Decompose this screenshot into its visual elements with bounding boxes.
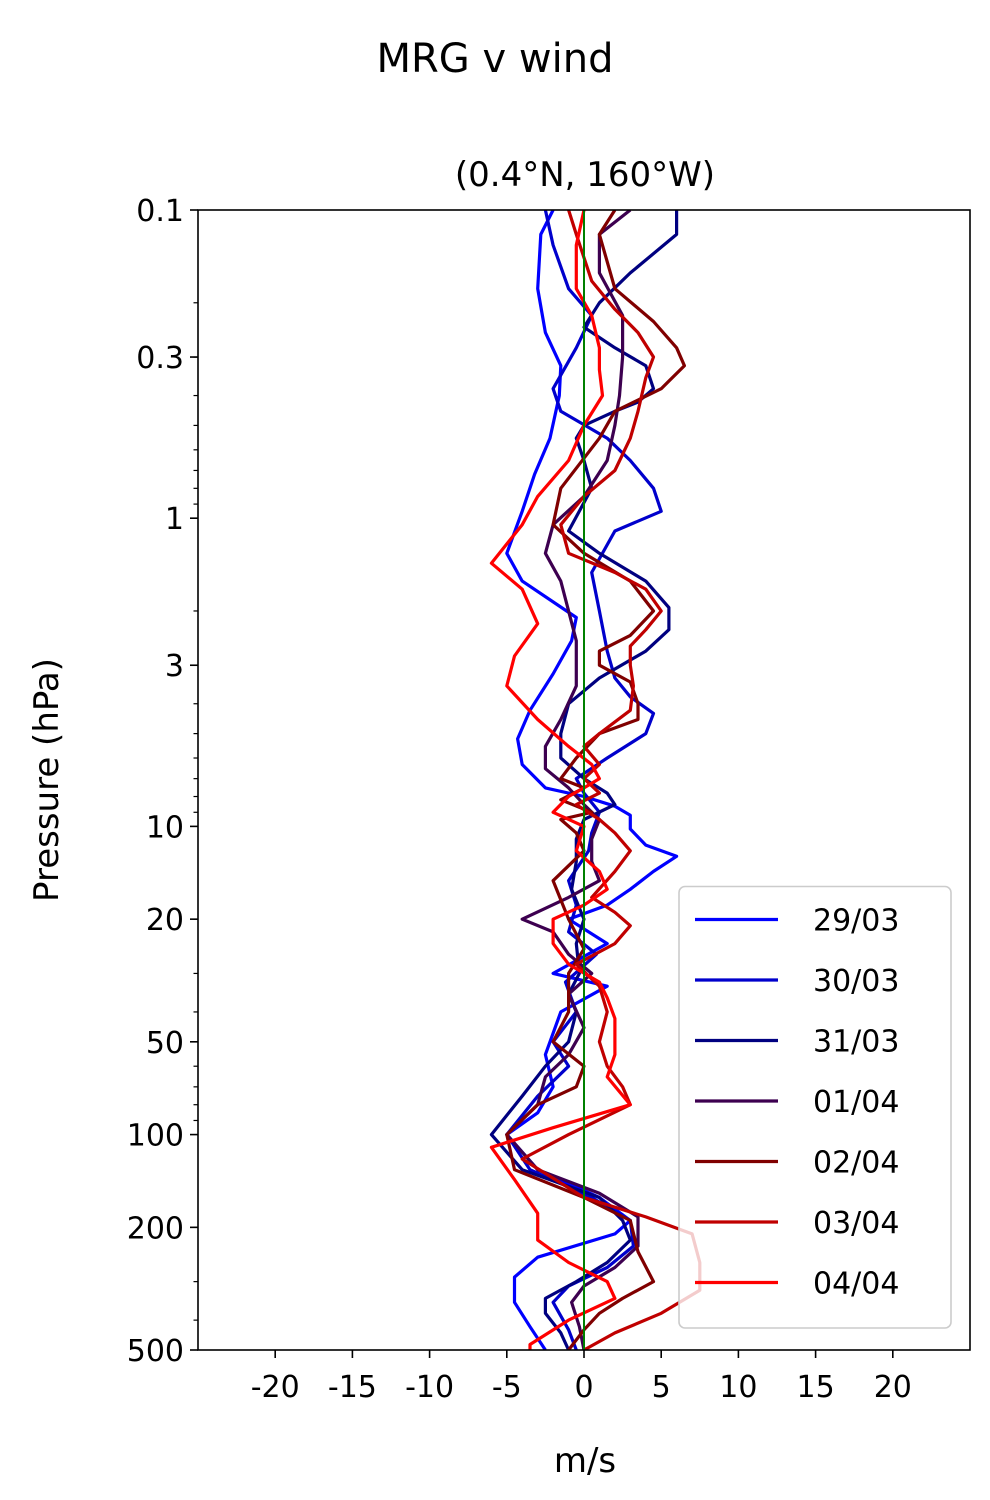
x-axis-label: m/s [554,1441,616,1481]
legend: 29/03 30/03 31/03 01/04 02/04 03/04 04/04 [678,885,952,1329]
plot-lines [489,210,702,1350]
x-tick-label: 20 [874,1370,912,1405]
x-tick-label: 0 [574,1370,593,1405]
legend-label: 02/04 [813,1146,899,1181]
y-tick-label: 1 [165,502,184,537]
series-line-04-04 [489,210,632,1350]
series-line-01-04 [505,210,640,1350]
x-tick-label: 5 [652,1370,671,1405]
y-tick-label: 0.1 [136,194,184,229]
y-tick-label: 3 [165,649,184,684]
y-axis-label: Pressure (hPa) [27,658,67,902]
x-tick-label: -10 [405,1370,454,1405]
x-axis-ticks: -20 -15 -10 -5 0 5 10 15 20 [251,1350,912,1405]
x-tick-label: -15 [328,1370,377,1405]
chart-title: MRG v wind [377,36,614,82]
series-line-03-04 [520,210,702,1350]
y-axis-ticks: 0.1 0.3 1 3 10 20 50 100 200 500 [127,194,198,1369]
legend-label: 30/03 [813,964,899,999]
series-line-29-03 [505,210,679,1350]
legend-label: 29/03 [813,904,899,939]
legend-label: 04/04 [813,1267,899,1302]
legend-label: 03/04 [813,1206,899,1241]
x-tick-label: 10 [719,1370,757,1405]
x-tick-label: -20 [251,1370,300,1405]
y-tick-label: 200 [127,1211,184,1246]
x-tick-label: 15 [797,1370,835,1405]
y-tick-label: 0.3 [136,341,184,376]
legend-label: 01/04 [813,1085,899,1120]
y-tick-label: 100 [127,1119,184,1154]
legend-label: 31/03 [813,1025,899,1060]
x-tick-label: -5 [492,1370,522,1405]
legend-box [678,885,952,1329]
y-tick-label: 500 [127,1334,184,1369]
chart-subtitle: (0.4°N, 160°W) [455,155,715,195]
y-tick-label: 20 [146,903,184,938]
y-tick-label: 10 [146,810,184,845]
y-tick-label: 50 [146,1026,184,1061]
